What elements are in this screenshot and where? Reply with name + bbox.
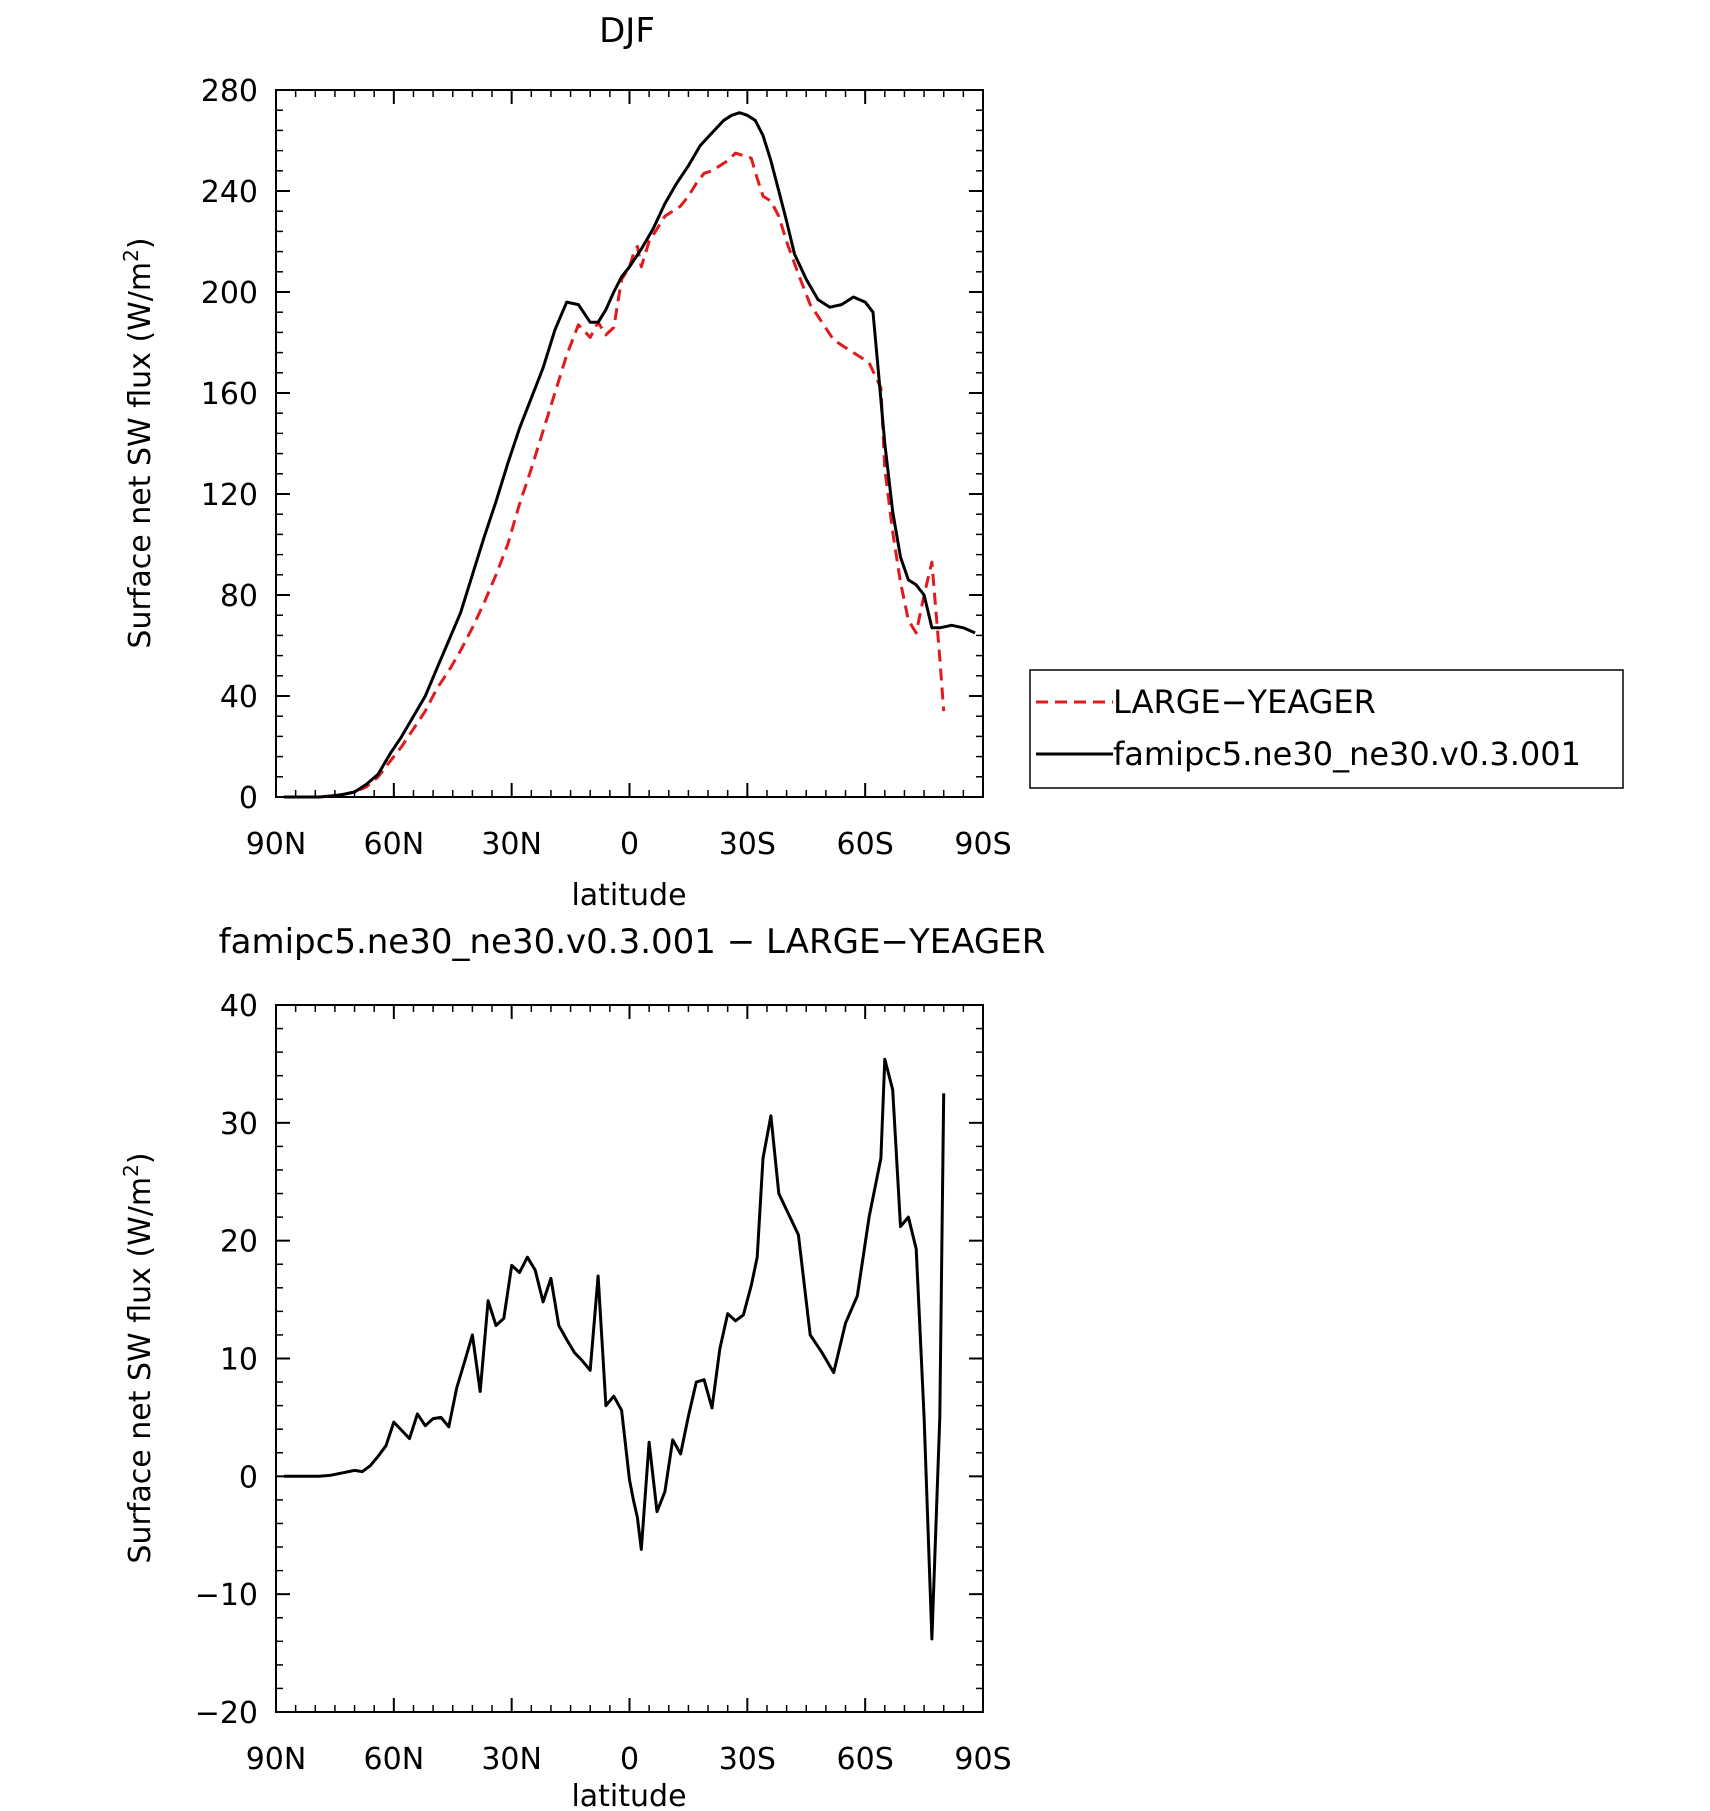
panel-bottom: famipc5.ne30_ne30.v0.3.001 − LARGE−YEAGE… [119,922,1045,1811]
y-axis-label: Surface net SW flux (W/m2) [119,1152,158,1563]
x-tick-label: 90N [246,1742,307,1777]
y-tick-label: 120 [201,478,258,513]
x-tick-label: 60N [364,1742,425,1777]
x-tick-label: 30S [719,1742,776,1777]
x-tick-label: 60S [837,827,894,862]
y-tick-labels: −20 −10 0 10 20 30 40 [195,989,258,1731]
legend: LARGE−YEAGER famipc5.ne30_ne30.v0.3.001 [1029,669,1624,789]
y-tick-label: 20 [220,1225,258,1260]
y-tick-labels: 0 40 80 120 160 200 240 280 [201,74,258,816]
y-tick-label: 10 [220,1343,258,1378]
plot-frame [275,1004,984,1713]
x-tick-label: 60S [837,1742,894,1777]
series-group [283,111,976,799]
legend-box [1029,669,1624,789]
y-tick-label: 0 [239,1460,258,1495]
x-tick-label: 90S [954,827,1011,862]
series-line-large-yeager [283,151,946,799]
x-tick-labels: 90N 60N 30N 0 30S 60S 90S [246,827,1012,862]
panel-top: DJF 90N 60N 30N 0 30S 60S 90S 0 40 80 120 160 200 24… [119,11,1624,913]
y-axis-label-end: ) [123,1152,158,1164]
x-tick-label: 0 [620,1742,639,1777]
x-tick-label: 30S [719,827,776,862]
chart-title: famipc5.ne30_ne30.v0.3.001 − LARGE−YEAGE… [219,922,1046,962]
axis-ticks [275,1004,984,1713]
y-axis-label-main: Surface net SW flux (W/m [123,1177,158,1564]
x-tick-label: 0 [620,827,639,862]
y-axis-label-end: ) [123,237,158,249]
y-tick-label: 0 [239,781,258,816]
axis-ticks [275,89,984,798]
plot-frame [275,89,984,798]
x-tick-label: 90N [246,827,307,862]
x-tick-label: 30N [481,827,542,862]
y-tick-label: 40 [220,989,258,1024]
y-axis-label: Surface net SW flux (W/m2) [119,237,158,648]
y-axis-label-sup: 2 [119,1164,143,1177]
x-tick-label: 90S [954,1742,1011,1777]
legend-label-famipc5: famipc5.ne30_ne30.v0.3.001 [1113,735,1581,773]
y-tick-label: 200 [201,276,258,311]
chart-title: DJF [599,11,655,51]
y-axis-label-main: Surface net SW flux (W/m [123,262,158,649]
y-tick-label: 280 [201,74,258,109]
x-tick-label: 30N [481,1742,542,1777]
series-line-famipc5-ne30-ne30-v0-3-001 [283,111,976,799]
legend-label-large-yeager: LARGE−YEAGER [1113,683,1376,721]
y-tick-label: −10 [195,1578,258,1613]
series-line-difference [283,1057,946,1641]
y-tick-label: 80 [220,579,258,614]
x-axis-label: latitude [571,1779,686,1811]
x-tick-label: 60N [364,827,425,862]
y-tick-label: 40 [220,680,258,715]
x-axis-label: latitude [571,878,686,913]
y-tick-label: 160 [201,377,258,412]
y-tick-label: 30 [220,1107,258,1142]
x-tick-labels: 90N 60N 30N 0 30S 60S 90S [246,1742,1012,1777]
y-axis-label-sup: 2 [119,249,143,262]
y-tick-label: 240 [201,175,258,210]
series-group [283,1057,946,1641]
y-tick-label: −20 [195,1696,258,1731]
